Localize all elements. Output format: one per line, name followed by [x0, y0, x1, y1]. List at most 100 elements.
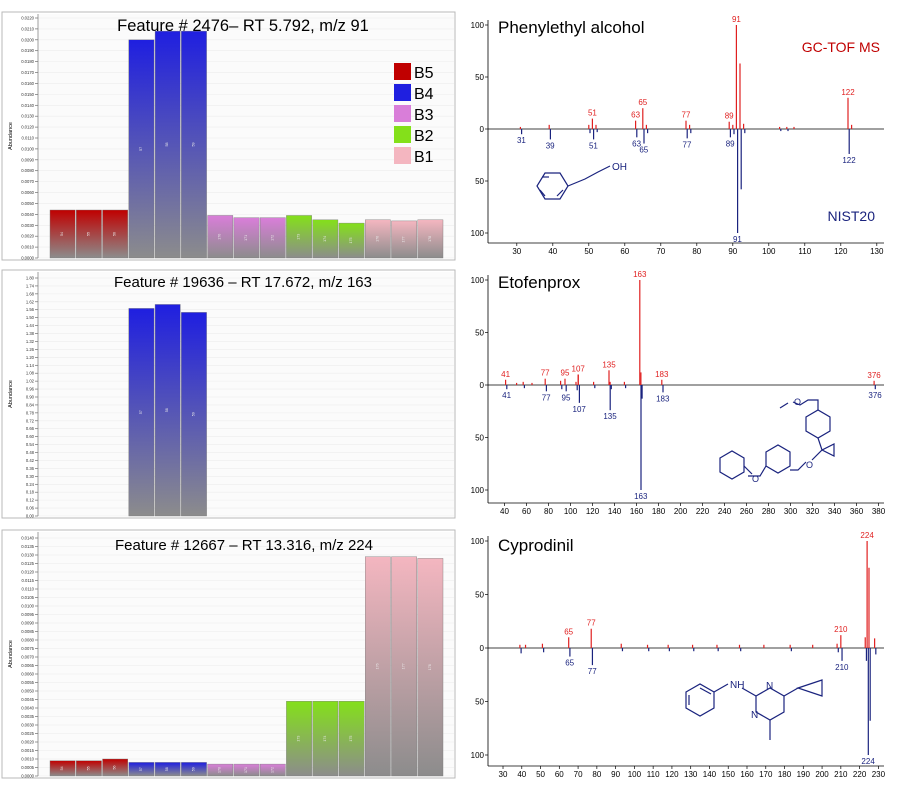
y-tick-label: 0.0055 [21, 680, 34, 685]
x-tick-label: 230 [872, 770, 886, 779]
y-tick-label: 0.30 [26, 474, 35, 479]
bottom-peak-label: 41 [502, 391, 511, 400]
bottom-peak-label: 107 [573, 405, 587, 414]
bottom-peak-label: 51 [589, 141, 598, 150]
bar [312, 219, 339, 259]
legend-label-b5: B5 [414, 65, 434, 82]
y-tick-label: 0.0135 [21, 544, 34, 549]
x-tick-label: 360 [850, 507, 864, 516]
bar-label: 56 [113, 766, 117, 770]
y-tick-label: 0.78 [26, 410, 35, 415]
y-tick-label: 1.38 [26, 331, 35, 336]
y-tick-label: 0.0065 [21, 663, 34, 668]
abundance-panel-3: 0.0000 0.0005 0.0010 0.0015 0.0020 0.0025 0.00… [1, 529, 456, 779]
top-peak-label: 63 [631, 111, 640, 120]
y-tick-label: 100 [471, 751, 485, 760]
y-tick-label: 50 [475, 698, 484, 707]
bar-label: 170 [218, 767, 222, 773]
y-tick-label: 0.90 [26, 395, 35, 400]
top-peak-label: 95 [561, 369, 570, 378]
y-tick-label: 0 [480, 381, 485, 390]
bar [417, 219, 444, 259]
y-tick-label: 0.0010 [21, 757, 34, 762]
bar-label: 57 [139, 767, 143, 771]
y-tick-label: 0.0000 [21, 256, 34, 261]
y-tick-label: 1.74 [26, 283, 35, 288]
y-tick-label: 0.0075 [21, 646, 34, 651]
bar-label: 59 [191, 143, 195, 147]
y-tick-label: 0.0190 [21, 48, 34, 53]
x-tick-label: 100 [564, 507, 578, 516]
x-tick-label: 100 [762, 247, 776, 256]
bar-label: 174 [323, 736, 327, 742]
mirror-spectrum-2: 100 50 0 50 100 40 60 80 100 120 140 160 180 200 220 24… [471, 270, 886, 516]
bar [338, 222, 365, 259]
bottom-peak-label: 183 [656, 394, 670, 403]
y-tick-label: 0.24 [26, 482, 35, 487]
bar [286, 215, 312, 259]
x-tick-label: 110 [647, 770, 660, 779]
bar-label: 57 [139, 147, 143, 151]
bottom-peak-label: 63 [632, 139, 641, 148]
y-tick-label: 0.42 [26, 458, 35, 463]
abundance-panel-1: 0.0000 0.0010 0.0020 0.0030 0.0040 0.0050 0.00… [1, 11, 456, 261]
bar [391, 220, 417, 259]
y-tick-label: 0.0005 [21, 765, 34, 770]
bar-chart-1-title: Feature # 2476– RT 5.792, m/z 91 [117, 17, 369, 35]
x-tick-label: 160 [630, 507, 644, 516]
top-peak-label: 77 [682, 111, 691, 120]
cyprodinil-n2: N [751, 710, 758, 721]
bar [128, 308, 155, 517]
y-tick-label: 0.0095 [21, 612, 34, 617]
bar-label: 56 [113, 232, 117, 236]
bar-label: 175 [349, 736, 353, 742]
bottom-peak-label: 31 [517, 136, 526, 145]
x-tick-label: 50 [536, 770, 545, 779]
y-tick-label: 1.32 [26, 339, 35, 344]
bar [102, 209, 128, 259]
x-tick-label: 180 [778, 770, 792, 779]
oh-label: OH [612, 162, 627, 173]
top-peak-label: 224 [860, 531, 874, 540]
y-tick-label: 0.00 [26, 514, 35, 519]
x-tick-label: 130 [684, 770, 698, 779]
bar-chart-2: 0.00 0.06 0.12 0.18 0.24 0.30 0.36 0.42 0.48 0.54… [8, 272, 454, 519]
x-tick-label: 240 [718, 507, 732, 516]
y-tick-label: 1.80 [26, 276, 35, 281]
top-peak-label: 163 [633, 270, 647, 279]
bottom-peak-label: 122 [842, 156, 856, 165]
y-tick-label: 0.0045 [21, 697, 34, 702]
bar-label: 171 [244, 767, 248, 773]
top-peak-label: 41 [501, 370, 510, 379]
bar-label: 177 [402, 236, 406, 242]
bar [76, 209, 102, 259]
spectrum-3-title: Cyprodinil [498, 536, 574, 555]
bar-label: 59 [191, 767, 195, 771]
bar [233, 217, 260, 259]
x-tick-label: 280 [762, 507, 776, 516]
y-tick-label: 0.0110 [22, 136, 35, 141]
y-tick-label: 100 [471, 276, 485, 285]
y-tick-label: 0.0025 [21, 731, 34, 736]
bar-label: 176 [375, 236, 379, 242]
y-tick-label: 0.0050 [21, 201, 34, 206]
y-tick-label: 0.0105 [21, 595, 34, 600]
y-tick-label: 0.0150 [21, 92, 34, 97]
y-tick-label: 50 [475, 329, 484, 338]
y-tick-label: 1.56 [26, 307, 35, 312]
top-peak-label: 135 [602, 360, 616, 369]
bar [76, 760, 102, 777]
bottom-peak-label: 224 [861, 757, 875, 766]
x-tick-label: 190 [797, 770, 811, 779]
legend: B5 B4 B3 B2 B1 [394, 63, 434, 166]
x-tick-label: 30 [499, 770, 508, 779]
legend-swatch-b4 [394, 84, 411, 101]
y-tick-label: 50 [475, 73, 484, 82]
bar [154, 30, 181, 259]
y-tick-label: 0.0035 [21, 714, 34, 719]
top-peak-label: 77 [587, 619, 596, 628]
y-tick-label: 0.48 [26, 450, 35, 455]
bottom-peak-label: 39 [546, 141, 555, 150]
bar-label: 177 [402, 663, 406, 669]
bar-chart-2-title: Feature # 19636 – RT 17.672, m/z 163 [114, 274, 372, 291]
